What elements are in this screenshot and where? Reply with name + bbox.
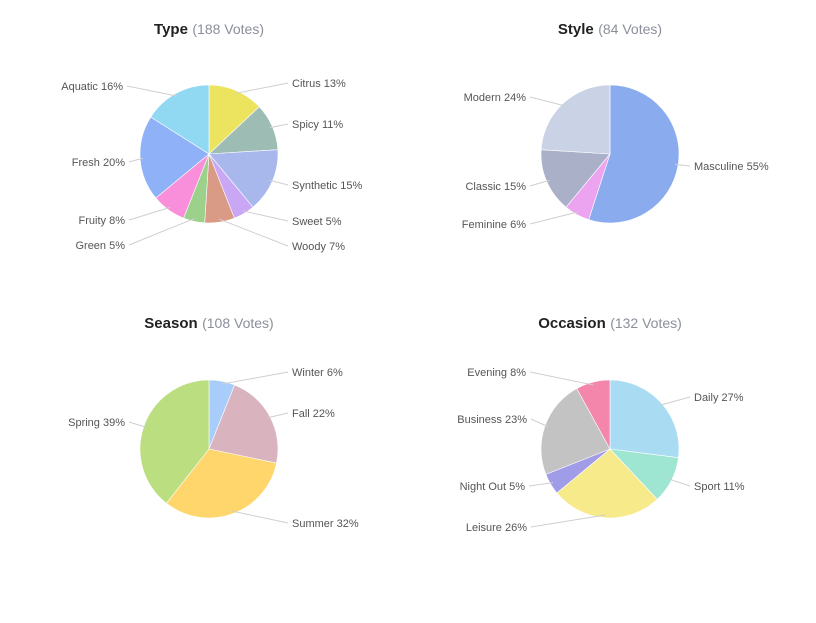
occasion-slice-night-out-leader-line [528, 482, 554, 487]
season-chart-title: Season (108 Votes) [144, 315, 273, 332]
occasion-slice-daily-leader-line [659, 396, 691, 406]
season-slice-winter-label: Winter 6% [292, 367, 343, 379]
occasion-chart-title: Occasion (132 Votes) [538, 315, 682, 332]
season-pie-chart: Season (108 Votes) Winter 6% Fall 22% Summ… [68, 315, 359, 530]
type-slice-green-leader-line [128, 217, 195, 246]
season-slice-fall-leader-line [267, 412, 289, 419]
type-slice-fresh-leader-line [128, 157, 144, 163]
season-slice-spring-leader-line [128, 421, 147, 428]
style-slice-feminine-leader-line [529, 211, 579, 225]
style-pie-chart: Style (84 Votes) Masculine 55% Feminine 6… [462, 21, 769, 231]
occasion-slice-evening-label: Evening 8% [467, 367, 526, 379]
season-slice-fall-label: Fall 22% [292, 408, 335, 420]
occasion-pie-chart: Occasion (132 Votes) Daily 27% Sport 11% L… [457, 315, 744, 534]
type-slice-fruity-leader-line [128, 206, 171, 221]
type-slice-woody-leader-line [219, 218, 289, 247]
occasion-slice-evening[interactable] [576, 379, 611, 450]
type-slice-aquatic-label: Aquatic 16% [61, 81, 123, 93]
type-slice-green-label: Green 5% [75, 240, 125, 252]
season-slice-summer-leader-line [231, 510, 289, 524]
style-slice-modern[interactable] [540, 84, 611, 155]
style-slice-masculine-label: Masculine 55% [694, 161, 769, 173]
occasion-slice-leisure[interactable] [556, 448, 658, 519]
occasion-slice-daily-label: Daily 27% [694, 392, 744, 404]
season-slice-fall[interactable] [208, 384, 279, 464]
type-slice-aquatic[interactable] [150, 84, 210, 155]
type-slice-citrus-leader-line [235, 82, 289, 94]
type-slice-spicy-leader-line [269, 123, 289, 129]
type-slice-citrus-label: Citrus 13% [292, 78, 346, 90]
type-slice-sweet-leader-line [242, 210, 289, 222]
type-slice-synthetic-leader-line [269, 179, 289, 186]
style-chart-title: Style (84 Votes) [558, 21, 662, 38]
type-slice-citrus[interactable] [208, 84, 260, 155]
type-slice-spicy-label: Spicy 11% [292, 119, 343, 131]
type-slice-fruity-label: Fruity 8% [79, 215, 126, 227]
occasion-slice-evening-leader-line [529, 371, 594, 386]
occasion-slice-business-label: Business 23% [457, 414, 527, 426]
type-slice-fresh-label: Fresh 20% [72, 157, 125, 169]
season-slice-summer-label: Summer 32% [292, 518, 359, 530]
type-slice-aquatic-leader-line [126, 85, 178, 97]
season-slice-summer[interactable] [165, 448, 277, 519]
style-slice-modern-label: Modern 24% [464, 92, 527, 104]
type-slice-woody-label: Woody 7% [292, 241, 345, 253]
occasion-slice-leisure-leader-line [530, 514, 606, 528]
occasion-slice-sport-label: Sport 11% [694, 481, 745, 493]
type-pie-chart: Type (188 Votes) Citrus 13% Spicy 11% Synt… [61, 21, 362, 253]
type-chart-title: Type (188 Votes) [154, 21, 264, 38]
occasion-slice-business-leader-line [530, 418, 549, 428]
occasion-slice-leisure-label: Leisure 26% [466, 522, 527, 534]
season-slice-spring-label: Spring 39% [68, 417, 125, 429]
occasion-slice-sport-leader-line [668, 478, 691, 487]
style-slice-feminine-label: Feminine 6% [462, 219, 526, 231]
season-slice-winter-leader-line [221, 371, 289, 385]
style-slice-classic-label: Classic 15% [465, 181, 526, 193]
type-slice-fresh[interactable] [139, 116, 210, 199]
type-slice-synthetic-label: Synthetic 15% [292, 180, 363, 192]
style-slice-modern-leader-line [529, 96, 565, 107]
occasion-slice-daily[interactable] [609, 379, 680, 458]
type-slice-sweet-label: Sweet 5% [292, 216, 342, 228]
occasion-slice-night-out-label: Night Out 5% [460, 481, 526, 493]
style-slice-classic-leader-line [529, 179, 550, 187]
style-slice-masculine-leader-line [675, 163, 691, 167]
